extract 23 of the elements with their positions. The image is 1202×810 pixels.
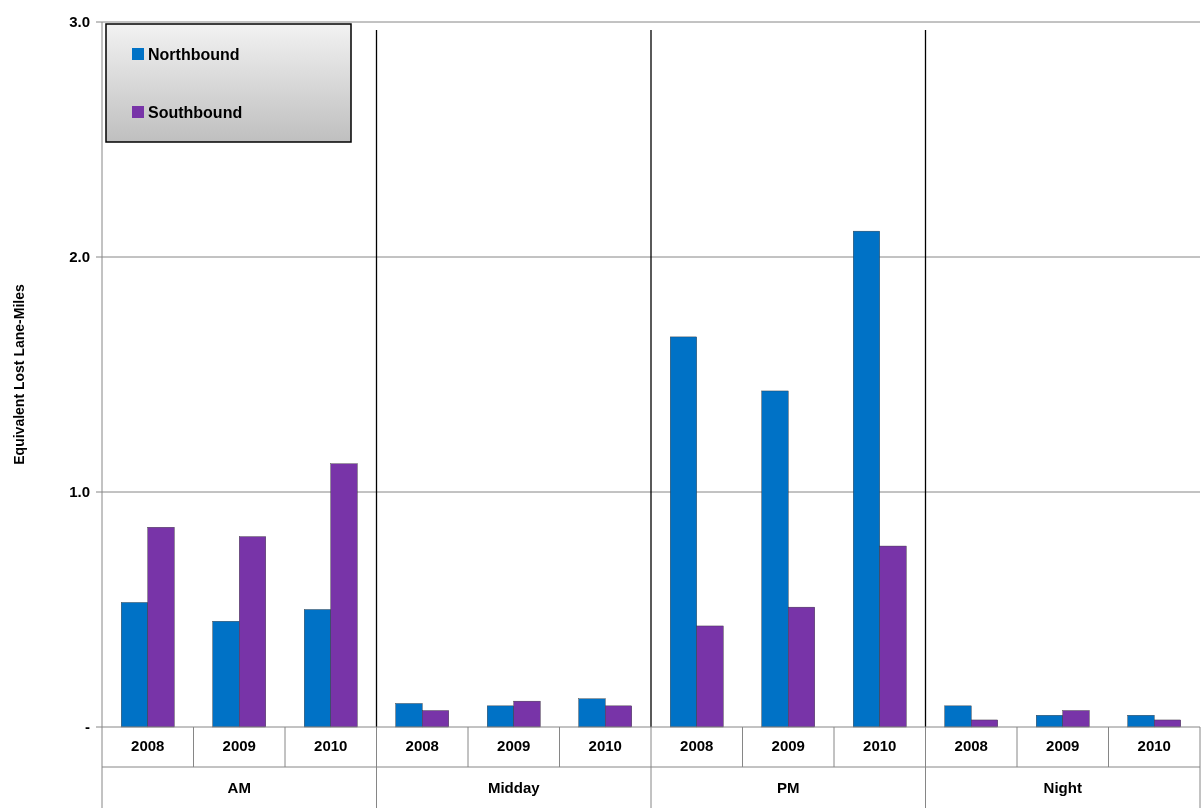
x-tick-label: 2010 <box>1137 737 1171 754</box>
text: PM <box>777 779 800 796</box>
x-tick-label: 2008 <box>405 737 439 754</box>
x-tick-label: 2010 <box>863 737 897 754</box>
legend-label: Northbound <box>148 45 240 63</box>
y-tick-label: 3.0 <box>69 13 90 31</box>
text: Midday <box>487 779 541 796</box>
x-tick-label: 2009 <box>771 737 805 754</box>
y-tick-label: - <box>85 718 90 736</box>
x-tick-label: 2010 <box>314 737 348 754</box>
x-tick-label: 2009 <box>497 737 531 754</box>
y-axis-title: Equivalent Lost Lane-Miles <box>11 284 27 465</box>
x-tick-label: 2009 <box>1046 737 1080 754</box>
legend-label: Southbound <box>148 103 243 121</box>
text: Night <box>1043 779 1082 796</box>
text: AM <box>227 779 251 796</box>
y-tick-label: 1.0 <box>69 483 90 501</box>
x-tick-label: 2008 <box>131 737 165 754</box>
x-tick-label: 2008 <box>680 737 714 754</box>
x-tick-label: 2008 <box>954 737 988 754</box>
x-tick-label: 2009 <box>222 737 256 754</box>
x-tick-label: 2010 <box>588 737 622 754</box>
y-tick-label: 2.0 <box>69 248 90 266</box>
